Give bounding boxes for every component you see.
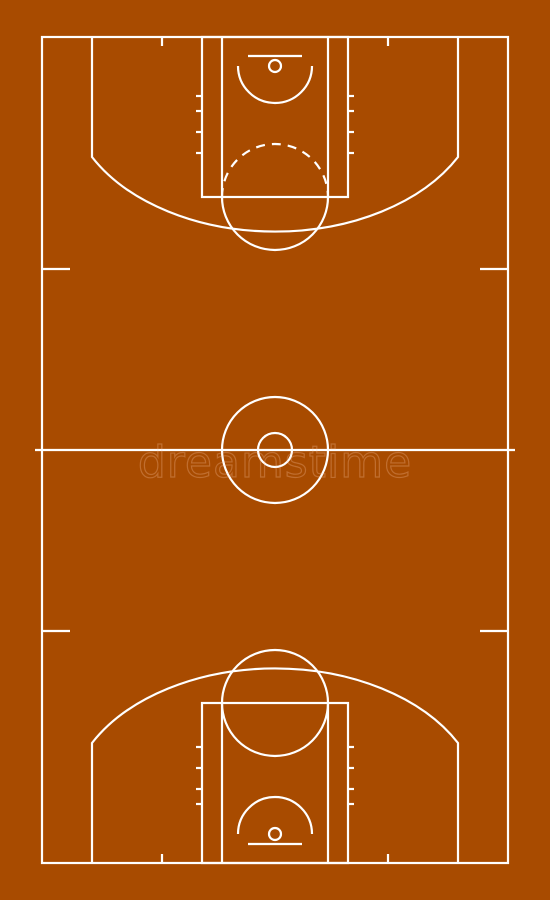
top-restricted-arc: [236, 65, 314, 105]
bottom-basket: [267, 826, 283, 842]
top-lane-ticks: [196, 94, 354, 155]
top-paint: [200, 35, 350, 199]
bottom-restricted-arc: [236, 795, 314, 835]
top-half: [42, 35, 508, 271]
bottom-free-throw-circle-inner: [220, 648, 330, 704]
bottom-lane-ticks: [196, 745, 354, 806]
bottom-three-point-line: [90, 667, 460, 863]
center-circle-inner: [256, 431, 294, 469]
court-lines: [35, 35, 515, 865]
top-basket: [267, 58, 283, 74]
top-three-point-line: [90, 37, 460, 233]
bottom-paint: [200, 701, 350, 865]
top-free-throw-circle-solid: [220, 196, 330, 252]
bottom-free-throw-circle-outer: [220, 702, 330, 758]
bottom-half: [42, 629, 508, 865]
top-free-throw-circle-dashed: [220, 142, 330, 198]
center-circle-outer: [220, 395, 330, 505]
